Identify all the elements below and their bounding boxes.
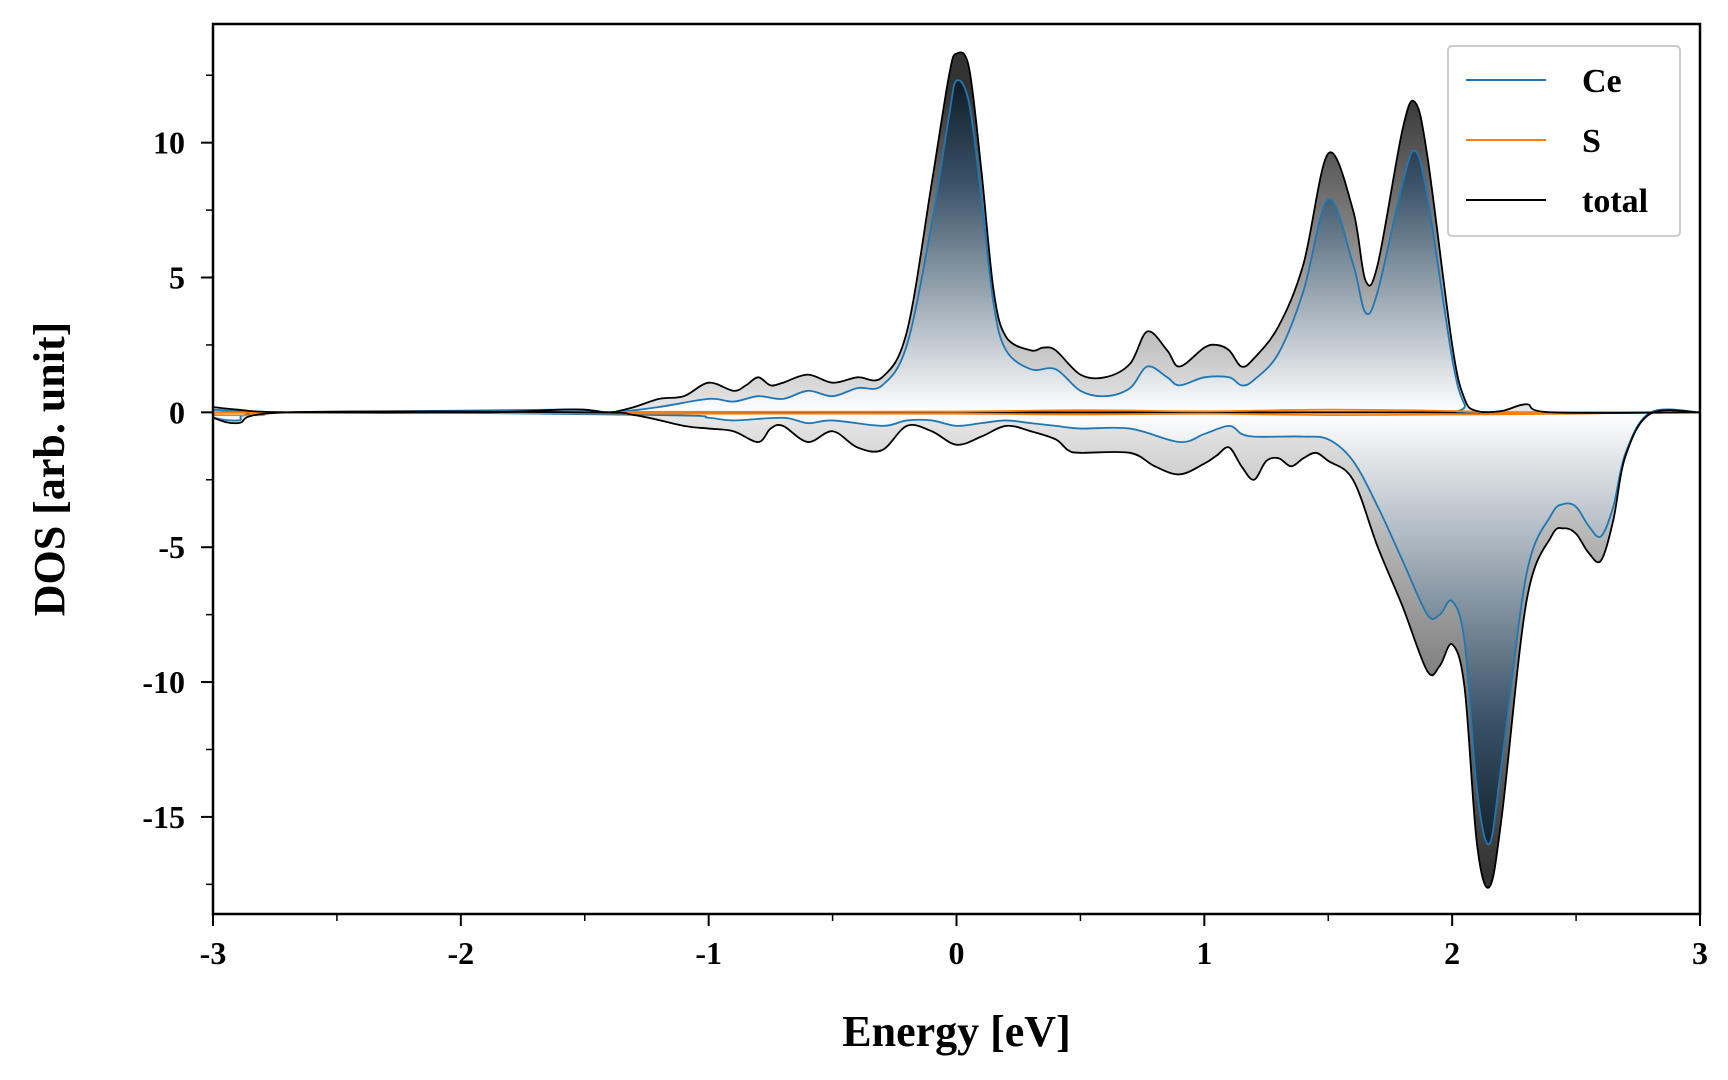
total-up-line	[212, 51, 1701, 414]
y-tick-label: 10	[153, 125, 185, 161]
ce-up-fill	[213, 80, 1700, 413]
x-tick-label: -1	[695, 935, 722, 971]
dos-fills	[213, 52, 1700, 888]
x-tick-label: -2	[448, 935, 475, 971]
legend-label-total: total	[1582, 183, 1648, 220]
x-axis-title: Energy [eV]	[842, 1007, 1071, 1056]
y-tick-label: -10	[142, 664, 185, 700]
y-tick-label: 5	[169, 260, 185, 296]
x-tick-label: 3	[1692, 935, 1708, 971]
y-tick-label: -15	[142, 799, 185, 835]
total-down-line	[212, 409, 1701, 889]
ce-down-fill	[213, 409, 1700, 845]
y-tick-label: 0	[169, 394, 185, 430]
legend-label-s: S	[1582, 123, 1601, 160]
x-tick-label: 2	[1444, 935, 1460, 971]
legend-box	[1447, 45, 1681, 237]
x-tick-label: 1	[1196, 935, 1212, 971]
ce-down-line	[212, 408, 1701, 846]
ce-up-line	[212, 79, 1701, 414]
s-up-line	[212, 408, 1701, 414]
x-tick-label: -3	[200, 935, 227, 971]
legend-label-ce: Ce	[1582, 63, 1622, 100]
x-tick-label: 0	[949, 935, 965, 971]
y-axis-title: DOS [arb. unit]	[25, 322, 74, 617]
dos-lines	[212, 51, 1701, 889]
y-tick-label: -5	[158, 529, 185, 565]
